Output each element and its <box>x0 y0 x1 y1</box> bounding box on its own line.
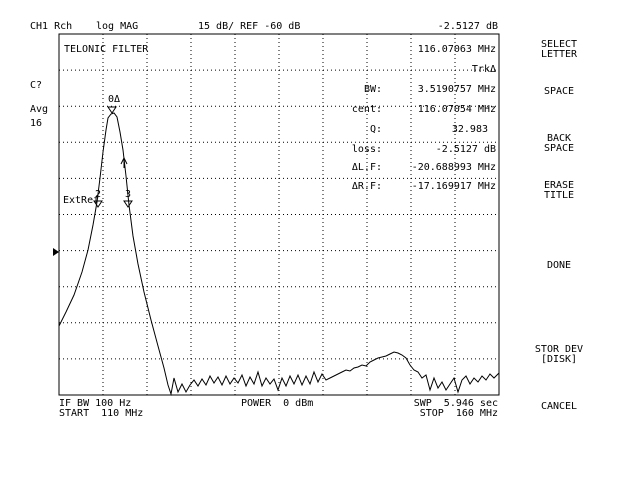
loss-label: loss: <box>351 144 382 155</box>
power-label: POWER 0 dBm <box>241 398 314 409</box>
space-line1: SPACE <box>543 86 575 97</box>
cal-status: C? <box>30 80 43 91</box>
response-trace <box>58 112 500 396</box>
delta-rf-label: ΔR.F: <box>351 181 382 192</box>
cancel-softkey[interactable]: CANCEL <box>508 402 610 412</box>
graticule-grid <box>58 33 500 396</box>
scale-ref-label: 15 dB/ REF -60 dB <box>198 21 301 32</box>
delta-rf-value: -17.169917 MHz <box>411 181 496 192</box>
q-label: Q: <box>369 124 382 135</box>
avg-label: Avg <box>30 104 49 115</box>
done-line1: DONE <box>546 260 572 271</box>
erase-title-line1: ERASE <box>543 180 575 191</box>
start-freq-label: START 110 MHz <box>59 408 144 419</box>
space-softkey[interactable]: SPACE <box>508 87 610 97</box>
back-space-line1: BACK <box>546 133 572 144</box>
delta-lf-label: ΔL.F: <box>351 162 382 173</box>
cent-label: cent: <box>351 104 382 115</box>
back-space-line2: SPACE <box>543 143 575 154</box>
ref-level-arrow <box>53 248 59 256</box>
back-space-softkey[interactable]: BACK SPACE <box>508 134 610 154</box>
q-value: 32.983 <box>451 124 488 135</box>
marker-0-label: 0Δ <box>108 94 121 105</box>
marker-3-label: 3 <box>125 189 132 200</box>
marker-up-arrow <box>120 156 128 168</box>
select-letter-softkey[interactable]: SELECT LETTER <box>508 40 610 60</box>
stop-freq-label: STOP 160 MHz <box>419 408 498 419</box>
ext-ref-label: ExtRef <box>63 195 100 206</box>
bw-label: BW: <box>363 84 382 95</box>
select-letter-line1: SELECT <box>540 39 578 50</box>
bw-value: 3.5190757 MHz <box>417 84 496 95</box>
stor-dev-line1: STOR DEV <box>534 344 584 355</box>
marker-0-triangle <box>107 106 117 114</box>
select-letter-line2: LETTER <box>540 49 578 60</box>
cancel-line1: CANCEL <box>540 401 578 412</box>
cent-value: 116.07054 MHz <box>417 104 496 115</box>
channel-label: CH1 Rch <box>30 21 73 32</box>
display-title: TELONIC FILTER <box>64 44 149 55</box>
tracking-indicator: TrkΔ <box>471 64 496 75</box>
sweep-time-label: SWP 5.946 sec <box>413 398 498 409</box>
done-softkey[interactable]: DONE <box>508 261 610 271</box>
delta-lf-value: -20.688993 MHz <box>411 162 496 173</box>
loss-value: -2.5127 dB <box>435 144 496 155</box>
if-bw-label: IF BW 100 Hz <box>59 398 132 409</box>
erase-title-line2: TITLE <box>543 190 575 201</box>
active-marker-value: -2.5127 dB <box>437 21 498 32</box>
marker-2-label: 2 <box>95 189 102 200</box>
format-label: log MAG <box>96 21 139 32</box>
avg-count: 16 <box>30 118 43 129</box>
stor-dev-softkey[interactable]: STOR DEV [DISK] <box>508 345 610 365</box>
erase-title-softkey[interactable]: ERASE TITLE <box>508 181 610 201</box>
marker-3-triangle <box>123 200 133 208</box>
marker-frequency: 116.07063 MHz <box>417 44 496 55</box>
stor-dev-line2: [DISK] <box>540 354 578 365</box>
marker-2-triangle <box>93 200 103 208</box>
